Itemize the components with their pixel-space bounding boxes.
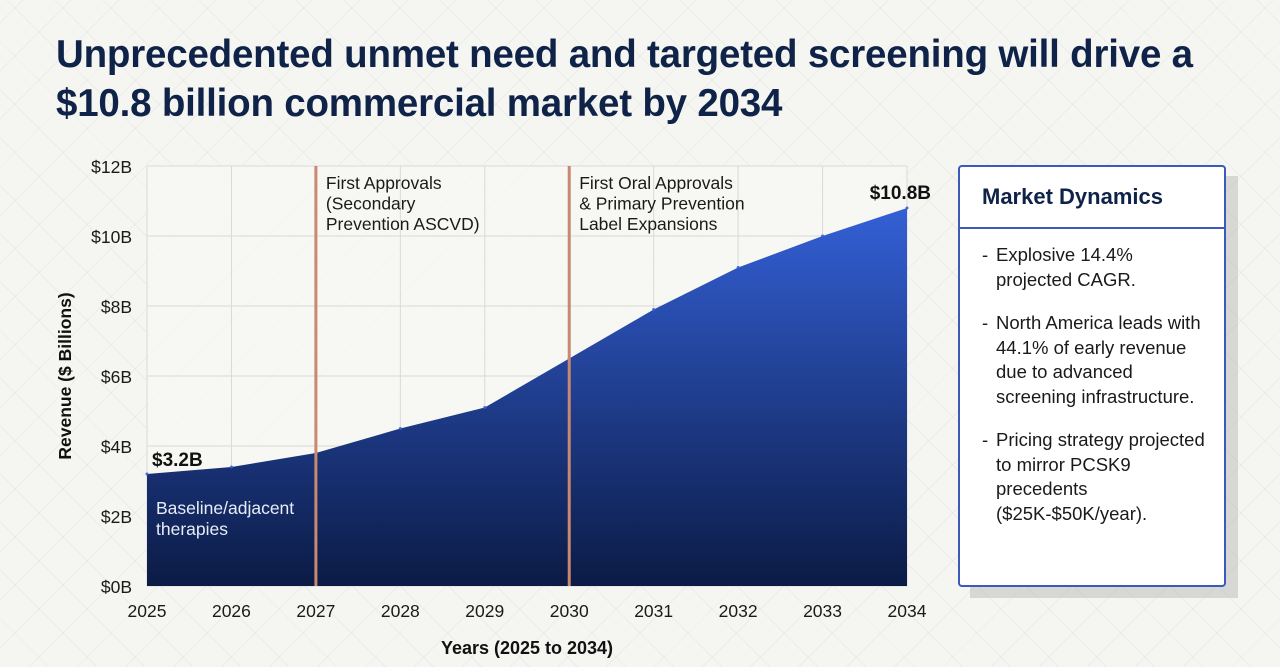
area-annotation: therapies bbox=[156, 519, 228, 539]
y-tick-label: $10B bbox=[91, 227, 132, 247]
page-title: Unprecedented unmet need and targeted sc… bbox=[56, 33, 1193, 125]
data-point bbox=[905, 206, 909, 210]
data-point bbox=[736, 266, 740, 269]
x-tick-label: 2025 bbox=[128, 601, 167, 621]
milestone-annotation: & Primary Prevention bbox=[579, 194, 744, 214]
y-tick-label: $2B bbox=[101, 507, 132, 527]
start-value-label: $3.2B bbox=[152, 450, 203, 471]
y-tick-label: $4B bbox=[101, 437, 132, 457]
data-point bbox=[652, 308, 656, 311]
x-tick-label: 2030 bbox=[550, 601, 589, 621]
y-tick-label: $0B bbox=[101, 577, 132, 597]
data-point bbox=[483, 406, 487, 409]
bullet-item: North America leads with 44.1% of early … bbox=[982, 311, 1206, 409]
bullet-item: Explosive 14.4% projected CAGR. bbox=[982, 243, 1206, 292]
bullet-item: Pricing strategy projected to mirror PCS… bbox=[982, 428, 1206, 526]
y-tick-label: $8B bbox=[101, 297, 132, 317]
panel-title: Market Dynamics bbox=[960, 167, 1224, 229]
data-point bbox=[229, 465, 233, 469]
milestone-annotation: Prevention ASCVD) bbox=[326, 214, 480, 234]
x-tick-label: 2031 bbox=[634, 601, 673, 621]
x-tick-label: 2026 bbox=[212, 601, 251, 621]
x-axis-title: Years (2025 to 2034) bbox=[441, 638, 613, 658]
y-axis-title: Revenue ($ Billions) bbox=[55, 292, 75, 459]
revenue-area bbox=[147, 208, 907, 586]
market-dynamics-panel: Market Dynamics Explosive 14.4% projecte… bbox=[958, 165, 1226, 587]
y-tick-label: $12B bbox=[91, 157, 132, 177]
x-tick-label: 2028 bbox=[381, 601, 420, 621]
area-annotation: Baseline/adjacent bbox=[156, 498, 294, 518]
milestone-annotation: Label Expansions bbox=[579, 214, 717, 234]
end-value-label: $10.8B bbox=[870, 183, 931, 204]
data-point bbox=[821, 234, 825, 238]
data-point bbox=[145, 472, 149, 476]
milestone-annotation: First Oral Approvals bbox=[579, 173, 733, 193]
x-tick-label: 2034 bbox=[888, 601, 927, 621]
x-tick-label: 2029 bbox=[465, 601, 504, 621]
data-point bbox=[398, 427, 402, 430]
milestone-annotation: (Secondary bbox=[326, 194, 416, 214]
y-tick-label: $6B bbox=[101, 367, 132, 387]
milestone-annotation: First Approvals bbox=[326, 173, 442, 193]
bullet-list: Explosive 14.4% projected CAGR. North Am… bbox=[960, 229, 1224, 526]
x-tick-label: 2027 bbox=[296, 601, 335, 621]
x-tick-label: 2033 bbox=[803, 601, 842, 621]
x-tick-label: 2032 bbox=[719, 601, 758, 621]
